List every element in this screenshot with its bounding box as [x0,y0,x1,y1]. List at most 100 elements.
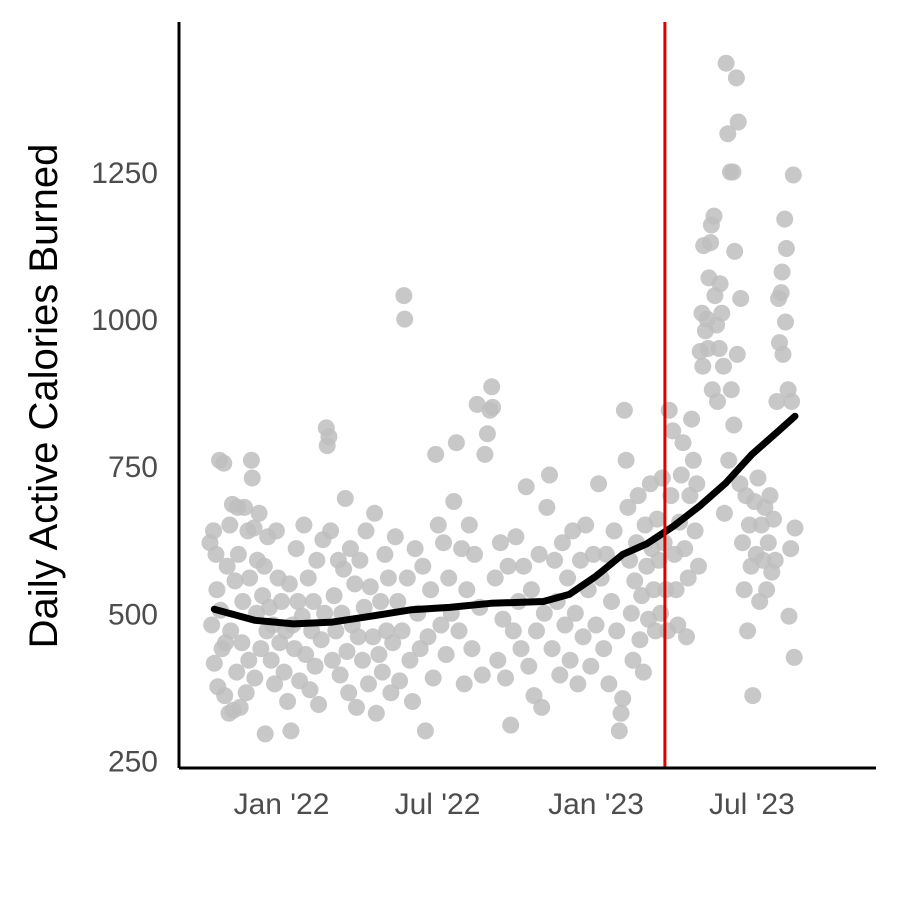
data-point-306 [776,210,794,228]
data-point-115 [395,287,413,305]
data-point-174 [543,640,561,658]
data-point-150 [483,378,501,396]
data-point-190 [584,545,602,563]
data-point-40 [255,557,273,575]
data-point-172 [538,498,556,516]
data-point-116 [396,310,414,328]
data-point-196 [600,675,618,693]
data-point-222 [648,510,666,528]
data-point-83 [331,666,349,684]
data-point-194 [595,640,613,658]
data-point-258 [705,207,723,225]
data-point-201 [612,704,630,722]
data-point-96 [355,598,373,616]
data-point-56 [282,722,300,740]
data-point-170 [533,698,551,716]
data-point-299 [766,551,784,569]
data-point-129 [429,516,447,534]
data-point-243 [684,451,702,469]
data-point-185 [572,551,589,569]
data-point-165 [520,657,538,675]
data-point-163 [515,557,533,575]
data-point-24 [233,634,251,652]
data-point-142 [463,640,481,658]
data-point-74 [316,604,334,622]
y-axis-title: Daily Active Calories Burned [22,144,66,649]
data-point-283 [739,622,757,640]
data-point-281 [735,581,753,599]
data-point-86 [336,490,354,507]
data-point-261 [709,393,726,410]
data-point-60 [289,593,307,610]
data-point-32 [243,469,261,487]
data-point-133 [440,569,458,587]
data-point-264 [713,304,731,322]
data-point-221 [646,622,664,640]
data-point-104 [372,593,390,610]
data-point-100 [364,628,382,646]
x-tick-label-0: Jan '22 [234,788,330,821]
data-point-139 [455,675,473,693]
y-tick-label-500: 500 [108,598,158,631]
data-point-10 [215,454,233,472]
data-point-229 [660,401,678,419]
data-point-246 [690,557,707,575]
data-point-29 [240,651,258,669]
data-point-128 [427,445,445,463]
data-point-303 [772,284,790,302]
data-point-279 [732,290,750,307]
data-point-54 [279,693,297,710]
data-point-198 [605,522,623,540]
data-point-152 [486,569,504,587]
data-point-69 [306,657,324,675]
data-point-68 [304,593,322,610]
data-point-120 [406,540,424,558]
data-point-239 [678,628,695,646]
data-point-66 [301,681,319,699]
data-point-37 [250,504,268,522]
data-point-180 [559,569,577,587]
data-point-135 [445,493,463,510]
y-tick-label-1250: 1250 [91,157,158,190]
x-tick-label-3: Jul '23 [709,788,795,821]
data-point-97 [357,522,375,540]
data-point-114 [393,622,411,640]
data-point-63 [295,516,313,534]
data-point-93 [349,628,367,646]
data-point-244 [686,522,704,540]
data-point-187 [577,516,595,534]
data-point-186 [574,628,592,646]
data-point-22 [229,545,247,563]
data-point-298 [765,510,782,528]
data-point-123 [414,557,432,575]
data-point-276 [728,345,746,363]
data-point-131 [435,534,452,552]
data-point-212 [631,631,649,649]
data-point-314 [785,648,803,666]
data-point-31 [242,451,260,469]
data-point-273 [725,416,743,434]
data-point-143 [466,545,483,563]
data-point-23 [231,698,249,716]
data-point-72 [312,631,330,649]
data-point-137 [450,622,468,640]
data-point-267 [717,54,735,72]
data-point-200 [610,722,628,740]
data-point-125 [419,628,437,646]
data-point-240 [679,569,697,587]
data-point-2 [205,522,222,540]
data-point-304 [773,263,791,281]
data-point-315 [786,519,804,537]
data-point-284 [740,516,758,534]
data-point-51 [273,593,290,610]
data-point-225 [653,469,671,487]
data-point-112 [389,593,407,610]
data-point-204 [617,451,635,469]
data-point-310 [780,607,798,625]
data-point-89 [341,540,359,558]
data-point-157 [499,557,517,575]
x-tick-labels: Jan '22 Jul '22 Jan '23 Jul '23 [234,788,795,821]
data-point-184 [569,675,587,693]
data-point-286 [744,687,762,705]
